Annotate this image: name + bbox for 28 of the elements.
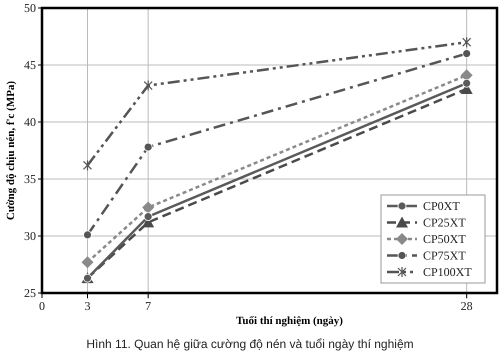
legend-label: CP50XT [423,232,466,246]
point [82,256,94,268]
y-tick-label: 25 [24,286,36,300]
y-tick-label: 50 [24,1,36,15]
y-tick-label: 40 [24,115,36,129]
y-tick-label: 30 [24,229,36,243]
point [144,212,153,222]
point [462,36,472,48]
text: Hình 11. Quan hệ giữa cường độ nén và tuổi ngày thí nghiệm [86,337,414,351]
x-tick-label: 7 [145,299,152,313]
point [82,160,92,171]
point [144,142,153,152]
x-tick-label: 0 [39,299,45,313]
x-tick-label: 3 [84,299,90,313]
y-tick-label: 45 [24,58,36,72]
y-axis-title: Cường độ chịu nén, f'c (MPa) [5,80,17,220]
legend-label: CP75XT [423,248,466,262]
point [83,230,92,240]
point [462,78,472,88]
legend-label: CP25XT [423,216,466,230]
x-axis-title: Tuổi thí nghiệm (ngày) [236,315,344,327]
legend-label: CP0XT [423,199,460,213]
legend-label: CP100XT [423,265,472,279]
y-tick-label: 35 [24,172,36,186]
point [462,49,472,58]
point [142,202,154,214]
x-tick-label: 28 [460,299,473,313]
point [144,80,153,92]
